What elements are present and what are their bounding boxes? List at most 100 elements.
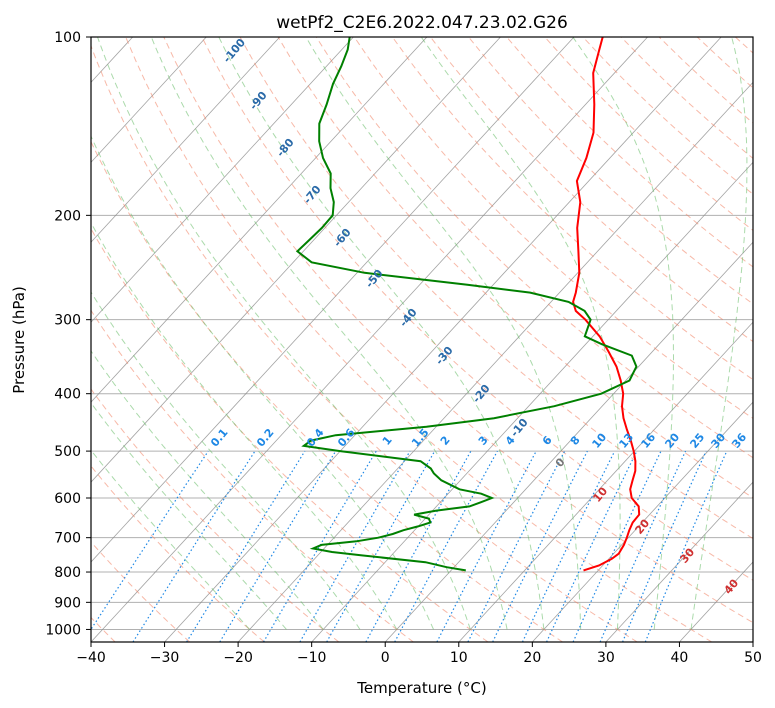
y-tick-label: 900	[54, 595, 81, 611]
moist-adiabat	[150, 37, 508, 630]
isotherm	[164, 37, 722, 642]
isotherm	[91, 37, 501, 483]
plot-area: -100-90-80-70-60-50-40-30-20-100.1 0.2 0.4…	[91, 36, 753, 642]
dry-adiabat	[91, 388, 340, 642]
dry-adiabat	[91, 140, 563, 642]
dry-adiabat-label: -50	[363, 267, 386, 291]
dry-adiabat	[163, 37, 753, 624]
isotherm	[532, 401, 753, 642]
mixing-ratio-line	[394, 450, 498, 642]
mixing-ratio-line	[365, 450, 472, 642]
dry-adiabat-label: -100	[220, 36, 248, 66]
x-tick-label: 40	[671, 650, 689, 666]
mixing-ratio-label: 1.5	[409, 426, 431, 449]
x-tick-label: −40	[76, 650, 106, 666]
y-tick-label: 800	[54, 565, 81, 581]
y-axis-label: Pressure (hPa)	[10, 286, 28, 394]
dry-adiabat	[506, 37, 753, 268]
x-axis-ticks: −40 −30 −20 −10 0 10 20 30 40 50	[76, 642, 762, 666]
mixing-ratio-label: 3	[476, 434, 491, 448]
y-tick-label: 100	[54, 30, 81, 46]
y-tick-label: 300	[54, 313, 81, 329]
dry-adiabat-label: -40	[397, 306, 420, 330]
mixing-ratio-label: 0.2	[254, 426, 276, 449]
isotherm	[91, 37, 575, 563]
isotherm	[91, 37, 428, 403]
moist-adiabat	[91, 135, 434, 630]
dry-adiabat	[91, 465, 265, 642]
dry-adiabat	[125, 37, 713, 642]
dry-adiabat	[468, 37, 753, 305]
mixing-ratio-label: 2	[438, 434, 453, 448]
pressure-gridlines	[91, 37, 753, 630]
mixing-ratio-line	[492, 450, 588, 642]
y-tick-label: 400	[54, 387, 81, 403]
moist-adiabats	[91, 37, 748, 630]
dry-adiabat	[277, 37, 753, 499]
dry-adiabat	[696, 37, 753, 89]
moist-adiabat	[218, 37, 545, 630]
dry-adiabat	[658, 37, 753, 124]
dry-adiabat-label: -10	[508, 416, 531, 440]
dry-adiabat	[430, 37, 753, 343]
y-tick-label: 500	[54, 444, 81, 460]
y-tick-label: 700	[54, 531, 81, 547]
mixing-ratio-line	[326, 450, 436, 642]
dry-adiabat-label: -20	[470, 382, 493, 406]
isotherm	[384, 241, 753, 642]
moist-adiabat	[91, 402, 287, 630]
y-tick-label: 1000	[45, 622, 81, 638]
moist-adiabat	[91, 221, 398, 630]
moist-adiabat	[97, 37, 471, 630]
dry-adiabat	[239, 37, 753, 540]
mixing-ratio-label: 8	[568, 434, 583, 448]
dry-adiabat-label: -30	[433, 344, 456, 368]
mixing-ratio-line	[599, 450, 687, 642]
dry-adiabat	[353, 37, 753, 419]
chart-title: wetPf2_C2E6.2022.047.23.02.G26	[276, 13, 568, 33]
isotherm	[91, 37, 354, 323]
dewpoint-profile	[295, 37, 638, 572]
mixing-ratio-line	[572, 450, 662, 642]
isotherm	[91, 37, 207, 163]
isotherm	[458, 321, 753, 642]
x-tick-label: 30	[597, 650, 615, 666]
isotherm	[91, 37, 281, 243]
dry-adiabat	[620, 37, 753, 160]
dry-adiabat	[91, 44, 638, 642]
x-tick-label: −30	[150, 650, 180, 666]
dry-adiabats	[91, 37, 753, 642]
dry-adiabat	[544, 37, 753, 231]
y-axis-ticks: 100 200 300 400 500 600 700 800 900 1000	[45, 30, 91, 638]
mixing-ratio-line	[219, 450, 337, 642]
mixing-ratio-label: 16	[638, 430, 658, 450]
dry-adiabat	[91, 541, 191, 642]
isotherm	[605, 481, 753, 642]
dry-adiabat-label: -90	[247, 89, 270, 113]
mixing-ratio-line	[467, 450, 566, 642]
dry-adiabat	[391, 37, 753, 381]
moist-adiabat	[420, 37, 621, 630]
mixing-ratio-line	[132, 450, 256, 642]
dry-adiabat-label: -70	[301, 183, 324, 207]
x-tick-label: −20	[223, 650, 253, 666]
mixing-ratio-label: 20	[662, 430, 682, 450]
mixing-ratio-line	[644, 450, 728, 642]
mixing-ratio-lines	[91, 450, 728, 642]
mixing-ratio-label: 0.1	[208, 426, 230, 449]
mixing-ratio-label: 1	[380, 434, 395, 448]
mixing-ratio-label: 10	[589, 430, 609, 450]
mixing-ratio-label: 36	[729, 430, 749, 450]
dry-adiabat	[315, 37, 753, 459]
y-tick-label: 600	[54, 491, 81, 507]
x-tick-label: 10	[450, 650, 468, 666]
mixing-ratio-label: 6	[540, 433, 555, 447]
moist-adiabat	[91, 291, 361, 630]
moist-adiabat-label: 40	[721, 576, 741, 596]
moist-adiabat-label: 30	[677, 545, 697, 565]
x-tick-label: 0	[381, 650, 390, 666]
x-axis-label: Temperature (°C)	[356, 679, 486, 697]
isotherm	[91, 37, 648, 642]
dry-adiabat-label: -80	[274, 136, 297, 160]
